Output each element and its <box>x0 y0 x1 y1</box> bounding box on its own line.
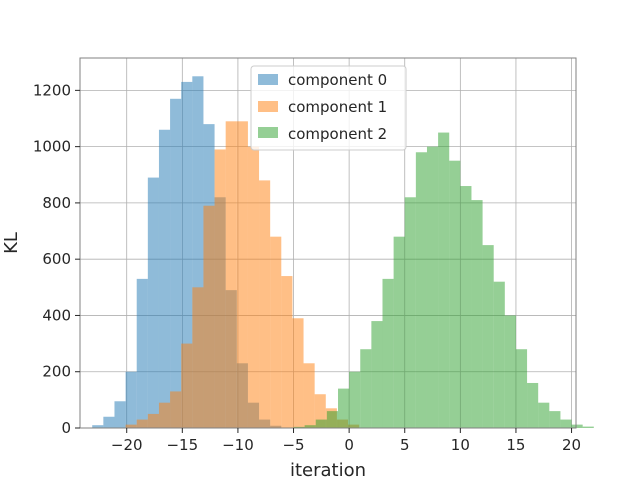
bar-series2-bin0 <box>293 426 305 428</box>
bar-series2-bin6 <box>360 349 372 428</box>
y-tick-label-1: 200 <box>42 363 71 381</box>
bar-series2-bin20 <box>515 349 528 428</box>
bar-series1-bin12 <box>259 180 271 428</box>
y-tick-label-0: 0 <box>61 419 71 437</box>
bar-series2-bin14 <box>449 160 461 428</box>
bar-series1-bin11 <box>247 146 260 429</box>
bar-series1-bin3 <box>158 402 171 428</box>
bar-series2-bin15 <box>460 186 472 428</box>
legend-box <box>250 65 407 151</box>
bar-series2-bin25 <box>571 424 583 428</box>
series-2 <box>293 132 594 429</box>
legend-swatch-2 <box>258 127 278 138</box>
plot-frame <box>79 57 577 429</box>
bar-series0-bin4 <box>136 278 148 428</box>
legend-swatch-1 <box>258 101 278 112</box>
bar-series0-bin8 <box>181 81 193 428</box>
bar-series1-bin8 <box>214 149 226 428</box>
y-tick-label-6: 1200 <box>33 81 71 99</box>
bar-series2-bin1 <box>304 425 316 428</box>
bar-series0-bin9 <box>192 76 204 428</box>
bar-series2-bin11 <box>415 152 427 429</box>
bar-series2-bin17 <box>482 245 494 428</box>
bar-series1-bin6 <box>192 287 204 428</box>
bar-series2-bin2 <box>315 419 327 428</box>
bar-series2-bin21 <box>527 382 539 428</box>
legend-swatch-0 <box>258 74 278 85</box>
bar-series0-bin6 <box>158 129 171 428</box>
legend-item-1: component 1 <box>258 98 387 116</box>
x-axis-label: iteration <box>290 460 366 480</box>
bar-series2-bin9 <box>393 236 405 428</box>
bar-series1-bin7 <box>203 205 215 428</box>
bar-series2-bin4 <box>338 388 350 428</box>
bar-series1-bin17 <box>314 394 326 428</box>
bars <box>92 76 594 429</box>
x-axis: −20 −15 −10 −5 0 5 10 15 20 <box>111 428 581 454</box>
bar-series0-bin2 <box>114 401 126 428</box>
legend-item-0: component 0 <box>258 71 387 89</box>
bar-series2-bin10 <box>404 197 416 428</box>
bar-series1-bin14 <box>281 276 293 428</box>
bar-series2-bin7 <box>371 321 383 428</box>
bar-series2-bin18 <box>493 281 505 428</box>
bar-series2-bin23 <box>549 411 561 428</box>
bar-series2-bin16 <box>471 200 483 428</box>
bar-series1-bin10 <box>236 121 248 428</box>
bar-series1-bin9 <box>225 121 237 428</box>
bar-series1-bin15 <box>292 318 304 428</box>
bar-series1-bin16 <box>303 363 315 428</box>
bar-series2-bin24 <box>560 419 572 428</box>
bar-series2-bin8 <box>382 278 394 428</box>
x-tick-label-7: 15 <box>506 436 525 454</box>
bar-series2-bin5 <box>349 371 361 428</box>
bar-series2-bin26 <box>582 426 594 428</box>
bar-series2-bin19 <box>504 315 516 428</box>
series-1 <box>125 121 360 429</box>
y-tick-label-4: 800 <box>42 194 71 212</box>
legend-label-2: component 2 <box>288 125 387 143</box>
x-tick-label-2: −10 <box>222 436 254 454</box>
legend-label-1: component 1 <box>288 98 387 116</box>
bar-series1-bin1 <box>136 419 148 428</box>
bar-series1-bin0 <box>125 424 137 428</box>
bar-series2-bin12 <box>426 146 439 429</box>
x-tick-label-5: 5 <box>400 436 410 454</box>
bar-series1-bin5 <box>181 343 193 428</box>
y-axis-label: KL <box>1 232 22 254</box>
x-tick-label-0: −20 <box>111 436 143 454</box>
bar-series0-bin0 <box>92 425 104 428</box>
x-tick-label-6: 10 <box>451 436 470 454</box>
bar-series1-bin4 <box>170 391 182 428</box>
y-tick-label-3: 600 <box>42 250 71 268</box>
y-tick-label-5: 1000 <box>33 138 71 156</box>
bar-series2-bin22 <box>538 402 550 428</box>
bar-series0-bin1 <box>103 416 115 428</box>
bar-series0-bin7 <box>170 98 182 429</box>
x-tick-label-3: −5 <box>282 436 304 454</box>
bar-series0-bin3 <box>125 371 137 428</box>
x-tick-label-8: 20 <box>562 436 581 454</box>
bar-series2-bin13 <box>438 132 450 428</box>
legend: component 0 component 1 component 2 <box>250 65 407 151</box>
bar-series1-bin2 <box>147 413 159 428</box>
legend-item-2: component 2 <box>258 125 387 143</box>
y-tick-label-2: 400 <box>42 306 71 324</box>
x-tick-label-1: −15 <box>166 436 198 454</box>
bar-series2-bin3 <box>326 411 339 428</box>
x-tick-label-4: 0 <box>344 436 354 454</box>
bar-series0-bin5 <box>147 177 159 428</box>
bar-series1-bin13 <box>270 236 282 428</box>
y-axis: 0 200 400 600 800 1000 1200 <box>33 81 80 437</box>
legend-label-0: component 0 <box>288 71 387 89</box>
